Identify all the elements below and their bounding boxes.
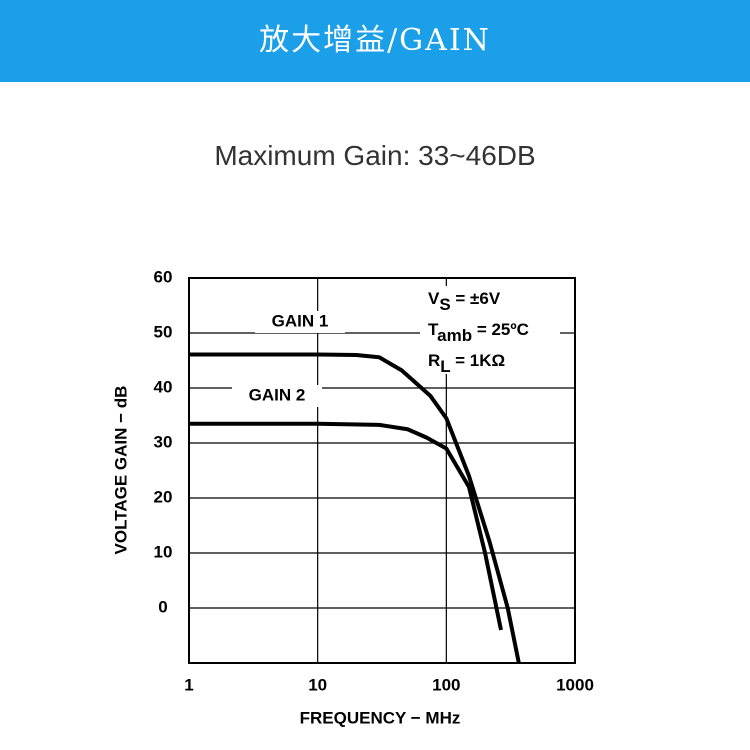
x-tick-label: 1000	[556, 675, 594, 694]
y-tick-label: 60	[154, 267, 173, 286]
x-tick-label: 100	[432, 675, 460, 694]
series-label: GAIN 2	[249, 385, 306, 404]
label-bg	[232, 385, 322, 407]
line	[189, 352, 521, 664]
y-tick-label: 20	[154, 487, 173, 506]
annotation-part: V	[428, 289, 440, 308]
line	[189, 421, 503, 631]
annotation-part: S	[439, 295, 450, 314]
annotation: RL = 1KΩ	[428, 351, 505, 376]
annotation-part: amb	[437, 326, 472, 345]
annotation-part: = 1KΩ	[450, 351, 505, 370]
y-tick-label: 10	[154, 542, 173, 561]
series-label: GAIN 1	[272, 311, 329, 330]
y-tick-label: 30	[154, 432, 173, 451]
y-tick-label: 0	[158, 597, 167, 616]
annotation-part: = 25ºC	[472, 320, 529, 339]
header-title: 放大增益/GAIN	[0, 0, 750, 82]
annotation-box	[420, 286, 560, 374]
y-tick-label: 50	[154, 322, 173, 341]
subtitle: Maximum Gain: 33~46DB	[214, 140, 536, 171]
x-tick-label: 10	[308, 675, 327, 694]
annotation: Tamb = 25ºC	[428, 320, 529, 345]
y-axis-label: VOLTAGE GAIN − dB	[111, 386, 130, 555]
annotation-part: R	[428, 351, 440, 370]
annotation: VS = ±6V	[428, 289, 501, 314]
plot-frame	[188, 277, 576, 664]
y-tick-label: 40	[154, 377, 173, 396]
annotation-part: = ±6V	[451, 289, 501, 308]
x-axis-label: FREQUENCY − MHz	[300, 708, 461, 727]
x-tick-label: 1	[184, 675, 193, 694]
label-bg	[255, 311, 345, 333]
annotation-part: T	[428, 320, 439, 339]
annotation-part: L	[440, 357, 450, 376]
